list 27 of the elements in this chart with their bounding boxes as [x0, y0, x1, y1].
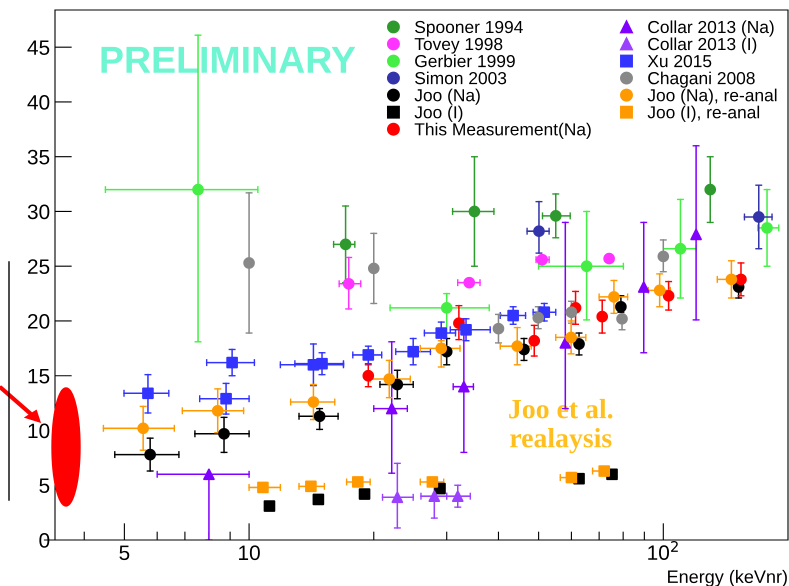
y-tick-label: 45	[27, 40, 50, 55]
y-tick-label: 20	[28, 314, 50, 329]
legend-label: Joo (Na)	[414, 88, 480, 105]
legend-label: Xu 2015	[648, 54, 712, 68]
legend-label: Collar 2013 (I)	[648, 37, 756, 54]
y-tick-label: 30	[28, 204, 50, 220]
y-tick-label: 35	[28, 150, 50, 164]
legend-label: Joo (I)	[414, 106, 462, 122]
legend-label: Joo (I), re-anal	[648, 106, 760, 122]
y-tick-label: 0	[39, 533, 50, 548]
y-tick-label: 15	[28, 368, 50, 384]
x-tick-label: 10	[239, 545, 260, 560]
legend-label: Spooner 1994	[415, 20, 523, 37]
legend-label: Collar 2013 (Na)	[648, 20, 774, 37]
legend-label: Chagani 2008	[648, 72, 755, 88]
legend-label: Joo (Na), re-anal	[648, 88, 776, 105]
legend-label: Simon 2003	[415, 72, 506, 84]
y-tick-label: 25	[28, 259, 50, 274]
y-tick-label: 40	[27, 94, 50, 110]
x-tick-label: 10$^{2}$	[648, 541, 678, 560]
legend-label: Tovey 1998	[414, 38, 502, 54]
legend-label: This Measurement(Na)	[414, 122, 591, 139]
annotation: Joo et al. realaysis	[509, 398, 612, 454]
legend-label: Gerbier 1999	[415, 54, 515, 68]
y-tick-label: 10	[28, 423, 50, 438]
x-tick-label: 5	[119, 546, 130, 560]
y-tick-label: 5	[39, 478, 50, 493]
